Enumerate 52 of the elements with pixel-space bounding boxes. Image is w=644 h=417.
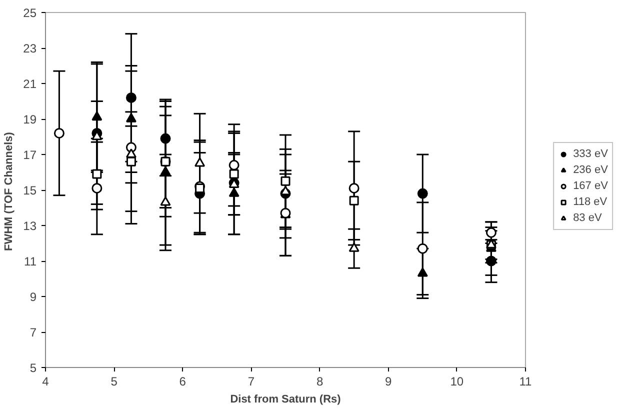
point	[280, 186, 291, 196]
x-tick-label: 4	[42, 374, 50, 388]
y-tick-label: 23	[23, 42, 37, 56]
point	[126, 92, 136, 103]
point	[229, 169, 239, 179]
y-tick-label: 25	[23, 6, 37, 20]
point	[160, 133, 171, 144]
point	[194, 157, 206, 167]
point	[417, 267, 428, 277]
point	[348, 242, 360, 252]
point	[417, 243, 428, 254]
point	[92, 182, 102, 194]
legend-label: 118 eV	[573, 194, 608, 208]
y-tick-label: 5	[30, 361, 37, 375]
point	[54, 128, 64, 138]
point	[228, 160, 240, 170]
point	[160, 156, 170, 166]
point	[417, 188, 428, 199]
legend-label: 236 eV	[573, 162, 608, 176]
point	[92, 169, 102, 179]
y-tick-label: 7	[30, 326, 37, 340]
x-tick-label: 10	[450, 374, 464, 388]
point	[228, 188, 240, 197]
x-tick-label: 11	[519, 374, 532, 388]
x-axis-title: Dist from Saturn (Rs)	[230, 394, 342, 406]
legend-label: 333 eV	[573, 146, 608, 160]
point	[348, 182, 360, 194]
point	[280, 176, 290, 186]
y-tick-label: 17	[23, 148, 37, 162]
legend-label: 83 eV	[573, 210, 602, 224]
x-tick-label: 9	[385, 374, 392, 388]
point	[126, 148, 136, 158]
point	[126, 156, 136, 166]
point	[486, 227, 496, 238]
x-tick-label: 7	[248, 374, 255, 388]
x-tick-label: 5	[110, 374, 118, 388]
y-tick-label: 21	[23, 77, 37, 91]
point	[349, 196, 359, 206]
legend-label: 167 eV	[573, 178, 608, 192]
x-tick-label: 8	[316, 374, 324, 388]
point	[126, 113, 136, 122]
y-tick-label: 11	[24, 254, 37, 268]
point	[486, 256, 496, 266]
y-tick-label: 9	[30, 290, 37, 304]
point	[92, 111, 102, 121]
y-tick-label: 13	[23, 219, 37, 233]
y-axis-title: FWHM (TOF Channels)	[3, 132, 16, 252]
y-tick-label: 15	[23, 184, 37, 198]
x-tick-label: 6	[179, 374, 186, 388]
point	[160, 166, 171, 176]
y-tick-label: 19	[23, 112, 37, 126]
point	[160, 196, 171, 206]
